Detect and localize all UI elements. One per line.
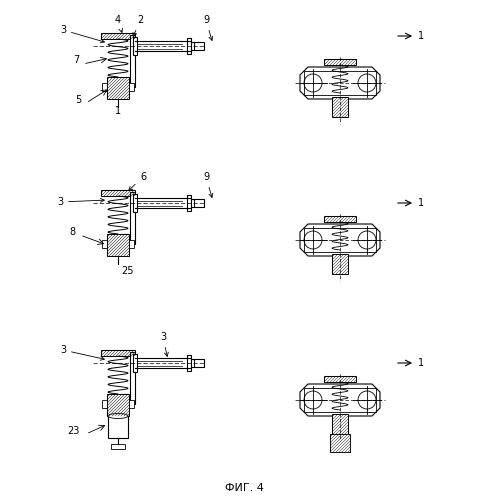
Text: 3: 3: [57, 197, 104, 207]
Bar: [133, 194, 137, 212]
Bar: [332, 414, 348, 434]
Text: 1: 1: [115, 106, 121, 116]
Bar: [324, 376, 356, 382]
Bar: [107, 394, 129, 416]
Bar: [102, 240, 107, 248]
Text: 6: 6: [129, 172, 146, 191]
Bar: [304, 228, 376, 252]
Polygon shape: [300, 384, 380, 416]
Bar: [129, 240, 134, 248]
Bar: [324, 59, 356, 65]
Text: 23: 23: [67, 426, 79, 436]
Text: 25: 25: [122, 266, 134, 276]
Ellipse shape: [108, 414, 128, 418]
Bar: [332, 97, 348, 117]
Bar: [194, 42, 204, 50]
Text: 4: 4: [115, 15, 122, 32]
Text: 7: 7: [73, 55, 79, 65]
Bar: [187, 195, 191, 211]
Text: 9: 9: [203, 172, 213, 198]
Bar: [111, 444, 125, 449]
Text: 8: 8: [69, 227, 75, 237]
Bar: [194, 359, 204, 367]
Bar: [194, 199, 204, 207]
Text: ФИГ. 4: ФИГ. 4: [224, 483, 264, 493]
Bar: [130, 352, 135, 404]
Text: 2: 2: [133, 15, 143, 36]
Bar: [133, 354, 137, 372]
Bar: [102, 83, 107, 91]
Bar: [129, 400, 134, 408]
Bar: [332, 254, 348, 274]
Bar: [187, 38, 191, 54]
Bar: [129, 83, 134, 91]
Bar: [324, 216, 356, 222]
Bar: [107, 234, 129, 256]
Bar: [133, 37, 137, 55]
Bar: [101, 33, 135, 39]
Bar: [187, 355, 191, 371]
Text: 3: 3: [160, 332, 168, 356]
Bar: [304, 71, 376, 95]
Polygon shape: [300, 224, 380, 256]
Bar: [130, 192, 135, 244]
Bar: [108, 416, 128, 438]
Text: 3: 3: [60, 25, 104, 43]
Text: 5: 5: [75, 95, 81, 105]
Text: 1: 1: [418, 358, 424, 368]
Text: 1: 1: [418, 198, 424, 208]
Bar: [107, 77, 129, 99]
Polygon shape: [300, 67, 380, 99]
Bar: [330, 434, 350, 452]
Bar: [101, 350, 135, 356]
Text: 3: 3: [60, 345, 104, 360]
Bar: [330, 434, 350, 452]
Text: 9: 9: [203, 15, 213, 40]
Text: 1: 1: [418, 31, 424, 41]
Bar: [304, 388, 376, 412]
Bar: [102, 400, 107, 408]
Bar: [101, 190, 135, 196]
Bar: [130, 35, 135, 87]
